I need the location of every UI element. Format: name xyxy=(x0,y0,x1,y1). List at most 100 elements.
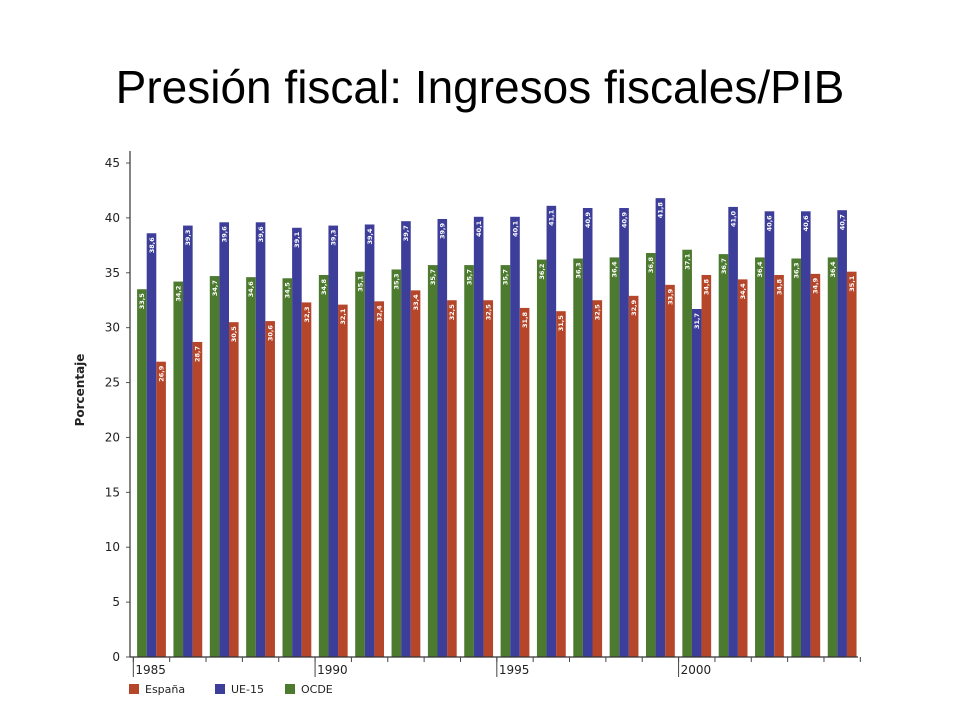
bar-value-label: 34,8 xyxy=(320,279,328,296)
y-tick-label: 25 xyxy=(105,376,120,390)
bar-value-label: 40,1 xyxy=(475,220,483,237)
y-tick-label: 45 xyxy=(105,156,120,170)
bar-value-label: 39,3 xyxy=(184,230,192,246)
bar-espa-a xyxy=(410,290,421,657)
bar-value-label: 40,9 xyxy=(620,212,628,229)
bar-ocde xyxy=(827,257,838,657)
y-axis-title: Porcentaje xyxy=(73,354,87,427)
bar-espa-a xyxy=(156,361,166,657)
bar-ocde xyxy=(282,278,293,657)
bar-ocde xyxy=(500,265,511,657)
bar-espa-a xyxy=(592,300,603,657)
bar-espa-a xyxy=(265,321,275,657)
bar-value-label: 41,8 xyxy=(657,202,665,219)
bar-ocde xyxy=(173,281,184,657)
y-tick-label: 30 xyxy=(105,321,120,335)
bar-ocde xyxy=(573,258,583,657)
bar-groups xyxy=(137,198,857,658)
bar-ue-15 xyxy=(328,225,339,657)
bar-espa-a xyxy=(483,300,494,657)
legend-label-espa-a: España xyxy=(145,683,185,696)
bar-ocde xyxy=(646,253,656,658)
x-axis-ticks: 1985 1990 1995 2000 xyxy=(132,657,861,677)
bar-ocde xyxy=(718,254,729,658)
bar-value-label: 26,9 xyxy=(157,365,165,382)
bar-value-label: 33,4 xyxy=(412,294,420,311)
bar-value-label: 36,8 xyxy=(647,257,655,274)
bar-value-label: 34,6 xyxy=(247,281,255,298)
bar-ue-15 xyxy=(510,216,520,657)
bar-ue-15 xyxy=(582,208,593,657)
bar-ue-15 xyxy=(255,222,266,657)
bar-value-label: 34,2 xyxy=(175,286,183,302)
bar-ue-15 xyxy=(728,206,738,657)
bar-ocde xyxy=(609,257,620,657)
x-tick-label: 1995 xyxy=(499,663,530,677)
bar-espa-a xyxy=(338,304,348,657)
bar-value-label: 40,9 xyxy=(584,212,592,229)
bar-ocde xyxy=(427,265,438,657)
bar-espa-a xyxy=(192,341,203,657)
bar-value-label: 33,9 xyxy=(666,288,674,305)
bar-value-label: 40,1 xyxy=(511,220,519,237)
bar-ocde xyxy=(791,258,801,657)
bar-ue-15 xyxy=(292,227,302,657)
bar-value-labels: 33,5 34,2 34,7 34,6 34,5 34,8 35,1 35,3 35,7 35,7… xyxy=(138,202,856,382)
bar-value-label: 36,3 xyxy=(793,263,801,279)
bar-espa-a xyxy=(628,295,639,657)
bar-value-label: 32,4 xyxy=(376,305,384,322)
bar-value-label: 32,5 xyxy=(485,304,493,321)
bar-espa-a xyxy=(301,302,312,657)
bar-ue-15 xyxy=(837,210,847,657)
y-tick-label: 20 xyxy=(105,430,120,444)
bar-value-label: 35,7 xyxy=(429,269,437,285)
bar-value-label: 35,3 xyxy=(393,273,401,289)
bar-value-label: 32,3 xyxy=(303,306,311,322)
bar-value-label: 39,4 xyxy=(366,228,374,245)
bar-espa-a xyxy=(229,322,239,657)
bar-value-label: 35,1 xyxy=(356,275,364,292)
bar-value-label: 32,5 xyxy=(448,304,456,321)
bar-ue-15 xyxy=(691,309,702,657)
legend-swatch-espa-a xyxy=(129,684,139,694)
x-tick-label: 1985 xyxy=(135,663,166,677)
bar-value-label: 31,8 xyxy=(521,311,529,328)
bar-value-label: 32,9 xyxy=(630,299,638,316)
bar-value-label: 40,7 xyxy=(838,214,846,230)
bar-value-label: 31,5 xyxy=(557,315,565,332)
bar-value-label: 32,5 xyxy=(594,304,602,321)
bar-value-label: 36,4 xyxy=(829,261,837,278)
bar-ocde xyxy=(355,271,365,657)
x-tick-label: 2000 xyxy=(681,663,712,677)
bar-value-label: 32,1 xyxy=(339,308,347,325)
bar-value-label: 28,7 xyxy=(194,346,202,362)
bar-ue-15 xyxy=(764,211,775,657)
bar-ue-15 xyxy=(473,216,484,657)
bar-value-label: 34,9 xyxy=(812,277,820,294)
bar-espa-a xyxy=(447,300,457,657)
bar-ocde xyxy=(682,249,692,658)
bar-ocde xyxy=(536,259,547,657)
bar-ocde xyxy=(318,274,329,657)
bar-value-label: 36,7 xyxy=(720,258,728,274)
bar-ue-15 xyxy=(146,233,157,657)
y-tick-label: 15 xyxy=(105,485,120,499)
legend-swatch-ue-15 xyxy=(215,684,225,694)
bar-value-label: 41,0 xyxy=(729,210,737,227)
bar-value-label: 30,5 xyxy=(230,326,238,343)
bar-ocde xyxy=(246,277,256,657)
y-axis-ticks: 0 5 10 15 20 25 30 35 40 45 xyxy=(105,156,130,664)
bar-value-label: 41,1 xyxy=(548,209,556,226)
bar-value-label: 40,6 xyxy=(766,215,774,232)
bar-espa-a xyxy=(810,273,821,657)
y-tick-label: 40 xyxy=(105,211,120,225)
bar-value-label: 36,3 xyxy=(574,263,582,279)
y-tick-label: 35 xyxy=(105,266,120,280)
bar-espa-a xyxy=(737,279,748,657)
legend-swatch-ocde xyxy=(285,684,295,694)
y-tick-label: 5 xyxy=(112,595,120,609)
bar-value-label: 33,5 xyxy=(138,293,146,310)
x-tick-label: 1990 xyxy=(317,663,348,677)
y-tick-label: 10 xyxy=(105,540,120,554)
